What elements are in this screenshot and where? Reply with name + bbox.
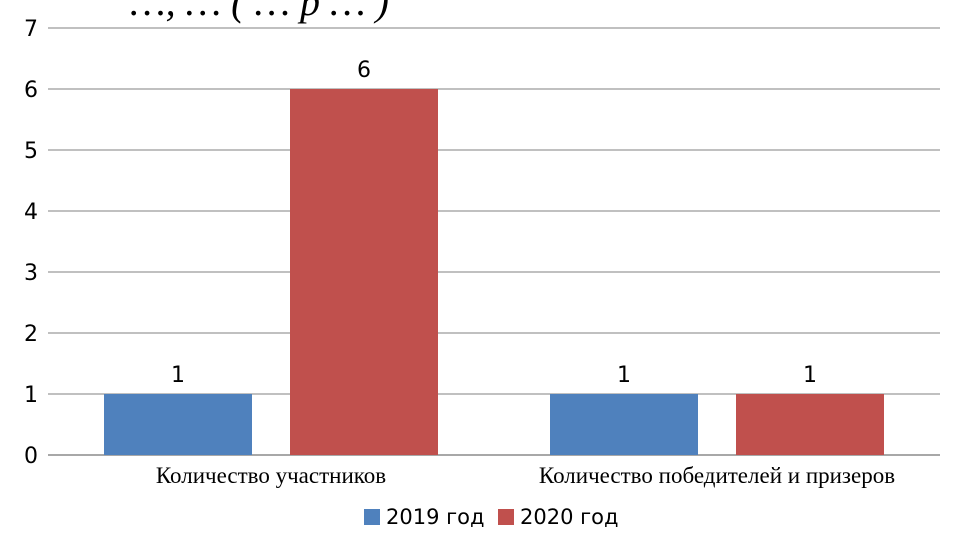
data-label: 6 — [357, 58, 371, 83]
legend-swatch — [498, 509, 514, 525]
data-label: 1 — [171, 363, 185, 388]
legend: 2019 год 2020 год — [364, 505, 619, 529]
y-tick-label: 2 — [24, 322, 38, 347]
y-tick-label: 1 — [24, 383, 38, 408]
data-label: 1 — [803, 363, 817, 388]
legend-swatch — [364, 509, 380, 525]
bar — [290, 89, 438, 455]
data-label: 1 — [617, 363, 631, 388]
y-tick-label: 5 — [24, 139, 38, 164]
y-tick-label: 6 — [24, 78, 38, 103]
y-tick-label: 7 — [24, 17, 38, 42]
bar — [104, 394, 252, 455]
y-tick-label: 3 — [24, 261, 38, 286]
legend-label: 2019 год — [386, 505, 485, 529]
clipped-heading: …, … ( … р … ) — [130, 0, 389, 24]
data-labels: 161 1 — [171, 58, 817, 388]
bars — [104, 89, 884, 455]
bar — [550, 394, 698, 455]
y-tick-label: 0 — [24, 444, 38, 469]
legend-label: 2020 год — [520, 505, 619, 529]
y-axis-ticks: 0 1 2 3 4 5 6 7 — [24, 17, 38, 469]
category-labels: Количество участников Количество победите… — [156, 463, 895, 488]
gridlines — [48, 27, 940, 456]
y-tick-label: 4 — [24, 200, 38, 225]
bar — [736, 394, 884, 455]
category-label: Количество победителей и призеров — [539, 463, 895, 488]
category-label: Количество участников — [156, 463, 386, 488]
